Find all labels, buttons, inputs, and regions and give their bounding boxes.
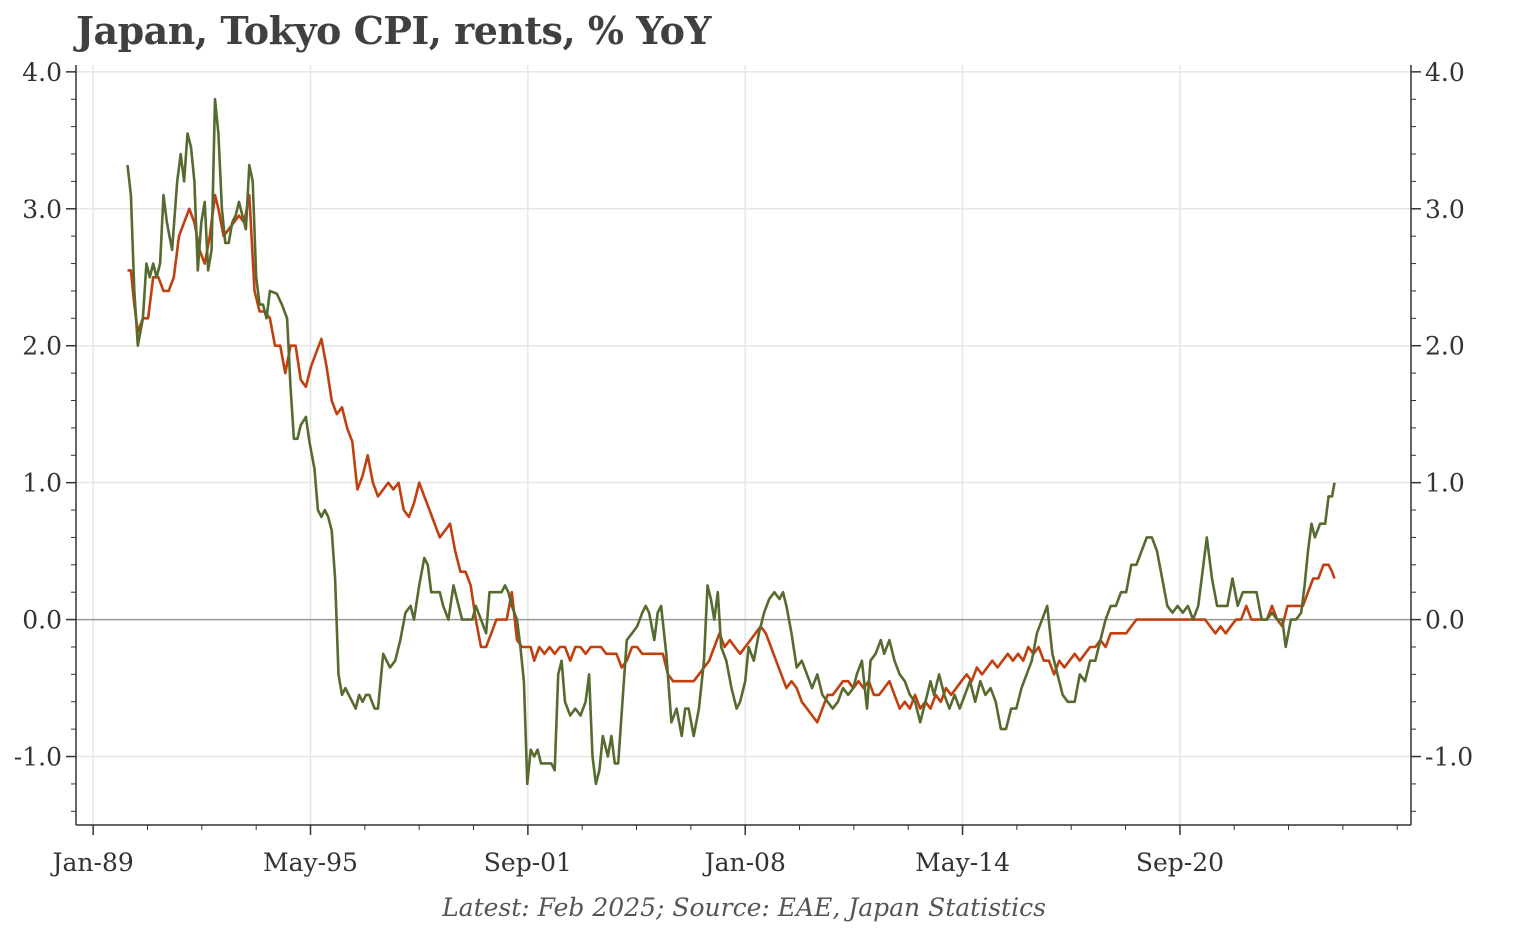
x-tick-label: Sep-01 <box>484 848 572 877</box>
y-tick-label-left: 4.0 <box>22 58 62 87</box>
x-tick-label: May-14 <box>915 848 1010 877</box>
axes <box>75 65 1412 826</box>
grid-lines <box>76 65 1411 825</box>
x-tick-label: May-95 <box>263 848 358 877</box>
tick-marks <box>66 71 1421 835</box>
x-tick-label: Sep-20 <box>1136 848 1224 877</box>
y-tick-label-left: 1.0 <box>22 469 62 498</box>
y-tick-label-left: -1.0 <box>14 743 62 772</box>
series-lines <box>126 97 1336 786</box>
y-tick-label-left: 0.0 <box>22 606 62 635</box>
source-note: Latest: Feb 2025; Source: EAE, Japan Sta… <box>442 893 1046 922</box>
y-tick-label-right: 2.0 <box>1425 332 1465 361</box>
chart-title: Japan, Tokyo CPI, rents, % YoY <box>76 8 712 53</box>
x-tick-label: Jan-89 <box>50 848 134 877</box>
y-tick-label-left: 2.0 <box>22 332 62 361</box>
y-tick-label-right: -1.0 <box>1425 743 1473 772</box>
x-tick-label: Jan-08 <box>702 848 786 877</box>
tick-labels: 4.0 4.0 3.0 3.0 2.0 2.0 1.0 1.0 0.0 0.0 -1.0 -1.0 Ja… <box>14 58 1473 877</box>
y-tick-label-left: 3.0 <box>22 195 62 224</box>
series-line-green <box>126 97 1336 786</box>
y-tick-label-right: 0.0 <box>1425 606 1465 635</box>
series-line-orange <box>127 193 1336 724</box>
y-tick-label-right: 1.0 <box>1425 469 1465 498</box>
y-tick-label-right: 4.0 <box>1425 58 1465 87</box>
y-tick-label-right: 3.0 <box>1425 195 1465 224</box>
